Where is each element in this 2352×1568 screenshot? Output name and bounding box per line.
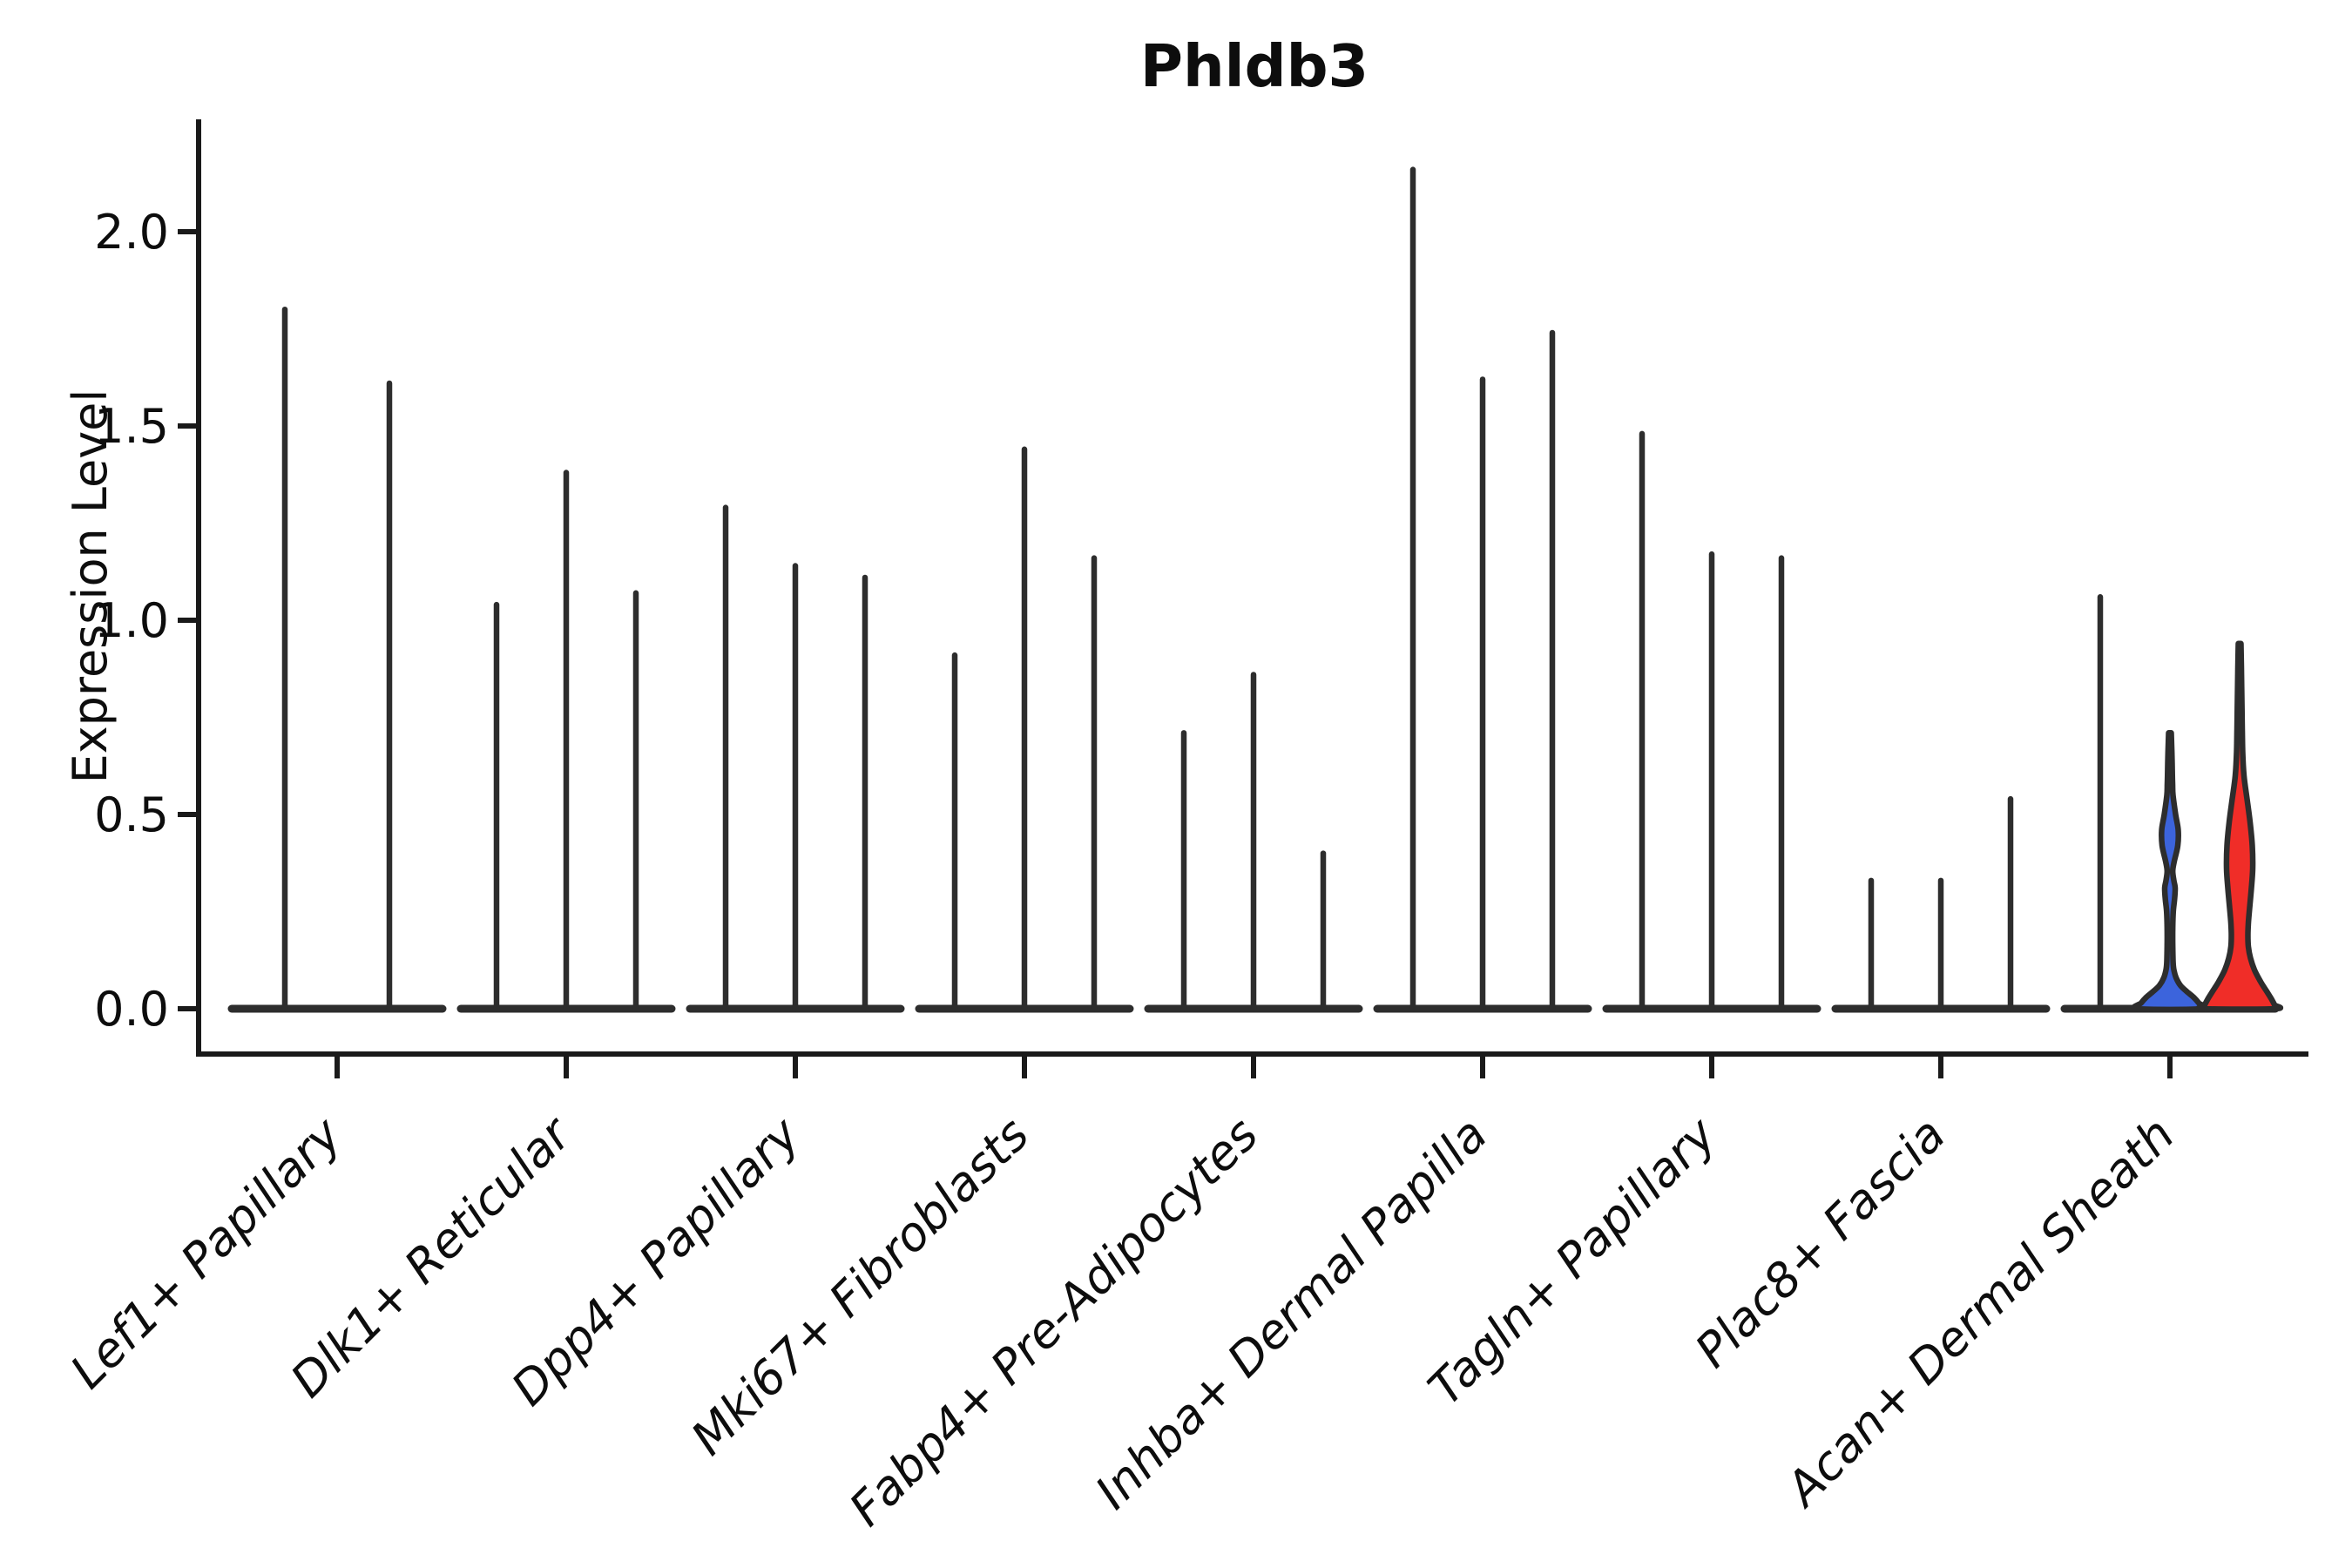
y-axis-label: Expression Level <box>63 389 118 784</box>
y-tick-label: 1.0 <box>94 593 169 648</box>
violins-layer <box>227 166 2284 1013</box>
violin-group <box>456 470 676 1013</box>
x-tick-label: Fabp4+ Pre-Adipocytes <box>839 1107 1268 1537</box>
violin-group <box>1602 430 1821 1013</box>
x-tick-label: Inhba+ Dermal Papilla <box>1085 1107 1497 1520</box>
violin-group <box>2060 593 2284 1013</box>
y-tick-label: 2.0 <box>94 205 169 260</box>
violin-group <box>686 504 905 1013</box>
violin-group <box>1831 795 2051 1013</box>
x-tick-label: Acan+ Dermal Sheath <box>1774 1107 2185 1518</box>
y-tick-label: 0.5 <box>94 787 169 842</box>
violin-group <box>915 446 1134 1013</box>
y-axis: 0.0 0.5 1.0 1.5 2.0 <box>94 205 199 1037</box>
violin-group <box>1373 166 1592 1013</box>
y-tick-label: 0.0 <box>94 982 169 1037</box>
violin-group <box>1144 672 1363 1013</box>
violin-density-blue <box>2131 730 2209 1013</box>
y-tick-label: 1.5 <box>94 399 169 454</box>
violin-group <box>227 306 447 1013</box>
chart-title: Phldb3 <box>1140 32 1369 100</box>
violin-density-red <box>2195 640 2284 1012</box>
